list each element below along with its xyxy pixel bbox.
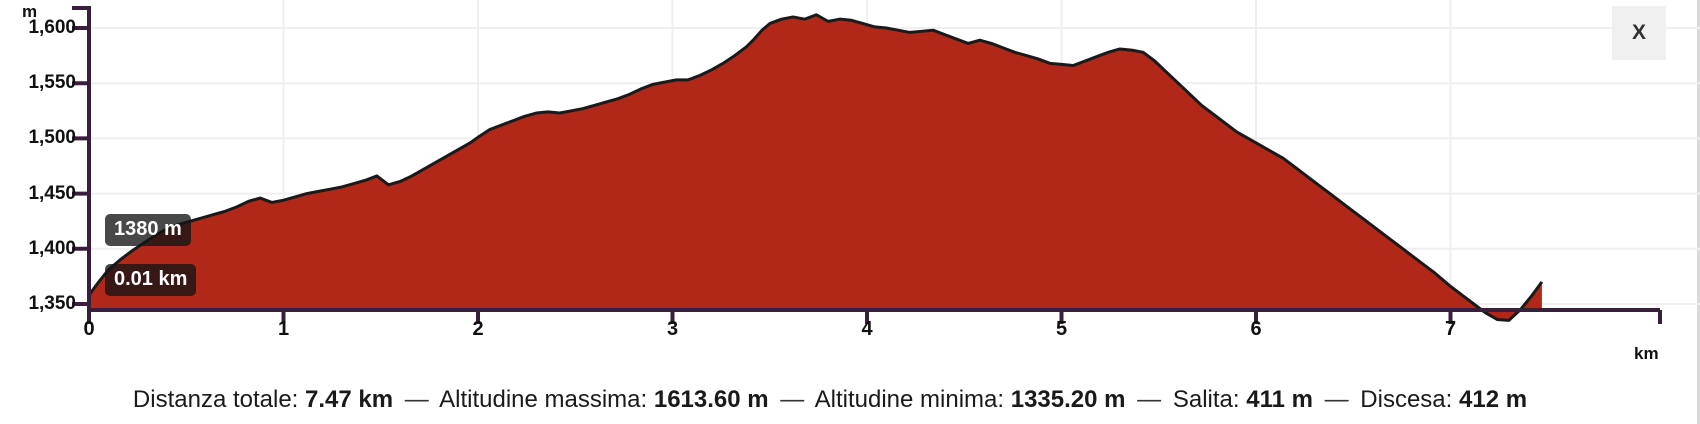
x-axis-tick-label: 5: [1055, 318, 1068, 340]
x-axis-tick-label: 6: [1250, 318, 1262, 340]
min-elevation-value: 1335.20 m: [1010, 386, 1126, 413]
ascent-value: 411 m: [1246, 386, 1313, 413]
x-axis-tick-label: 7: [1444, 318, 1457, 340]
chart-axes: [72, 6, 1662, 324]
elevation-area: [89, 14, 1542, 321]
x-axis-tick-label: 4: [861, 318, 873, 340]
min-elevation-label: Altitudine minima:: [814, 386, 1005, 413]
max-elevation-value: 1613.60 m: [653, 386, 769, 413]
x-axis-tick-label: 3: [666, 318, 679, 340]
y-axis-tick-label: 1,450: [28, 182, 76, 204]
separator-2: —: [780, 386, 805, 413]
descent-value: 412 m: [1459, 386, 1528, 413]
x-axis-tick-label: 2: [472, 318, 484, 340]
separator-3: —: [1137, 386, 1162, 413]
y-axis-labels: 1,600 1,550 1,500 1,450 1,400 1,350: [0, 0, 76, 380]
y-axis-ticks: [72, 26, 89, 306]
x-axis-unit: km: [1634, 344, 1659, 363]
y-axis-unit: m: [22, 2, 38, 21]
separator-1: —: [404, 386, 429, 413]
y-axis-tick-label: 1,600: [28, 17, 76, 38]
separator-4: —: [1324, 386, 1349, 413]
total-distance-label: Distanza totale:: [132, 386, 299, 413]
descent-label: Discesa:: [1360, 386, 1453, 413]
max-elevation-label: Altitudine massima:: [439, 386, 648, 413]
elevation-chart-svg[interactable]: [0, 0, 1700, 380]
x-axis-ticks: [87, 310, 1453, 324]
ascent-label: Salita:: [1172, 386, 1240, 413]
x-axis-tick-label: 0: [83, 318, 95, 340]
x-axis-tick-label: 1: [277, 318, 290, 340]
y-axis-tick-label: 1,350: [28, 293, 76, 314]
elevation-line: [87, 13, 1544, 322]
summary-bar: Distanza totale: 7.47 km — Altitudine ma…: [0, 386, 1660, 414]
y-axis-tick-label: 1,500: [28, 127, 76, 149]
total-distance-value: 7.47 km: [305, 386, 394, 413]
y-axis-tick-label: 1,550: [28, 72, 76, 94]
y-axis-tick-label: 1,400: [28, 237, 76, 259]
close-button[interactable]: X: [1612, 6, 1666, 60]
close-icon: X: [1631, 21, 1646, 44]
